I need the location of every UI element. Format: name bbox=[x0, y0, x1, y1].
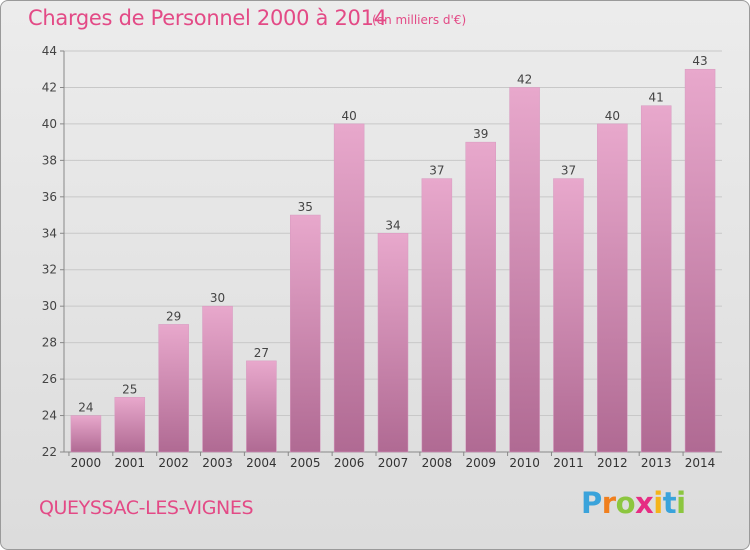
x-tick-label: 2012 bbox=[597, 456, 628, 470]
x-tick-label: 2002 bbox=[158, 456, 189, 470]
data-label: 39 bbox=[473, 127, 488, 141]
data-label: 40 bbox=[605, 109, 620, 123]
data-label: 34 bbox=[385, 218, 400, 232]
y-tick-label: 36 bbox=[42, 190, 57, 204]
bar bbox=[465, 141, 496, 453]
proxiti-logo[interactable]: Proxiti bbox=[581, 486, 686, 520]
x-tick-label: 2010 bbox=[509, 456, 540, 470]
data-label: 25 bbox=[122, 382, 137, 396]
bar bbox=[597, 123, 628, 453]
bar bbox=[553, 178, 584, 453]
commune-name: QUEYSSAC-LES-VIGNES bbox=[39, 497, 254, 519]
data-label: 35 bbox=[298, 200, 313, 214]
bar bbox=[202, 305, 233, 453]
chart-unit-subtitle: (en milliers d'€) bbox=[372, 13, 467, 27]
y-tick-label: 34 bbox=[42, 226, 57, 240]
y-tick-label: 40 bbox=[42, 117, 57, 131]
y-tick-label: 28 bbox=[42, 336, 57, 350]
data-label: 41 bbox=[649, 91, 664, 105]
y-tick-labels: 22 24 26 28 30 32 34 36 38 40 42 44 bbox=[42, 44, 57, 459]
bar bbox=[290, 214, 321, 453]
data-label: 43 bbox=[692, 54, 707, 68]
bar bbox=[509, 87, 540, 453]
x-tick-label: 2009 bbox=[465, 456, 496, 470]
data-labels: 24 25 29 30 27 35 40 34 37 39 42 37 40 41 43 bbox=[78, 54, 707, 414]
y-tick-label: 22 bbox=[42, 445, 57, 459]
data-label: 37 bbox=[429, 164, 444, 178]
bar bbox=[684, 68, 716, 453]
chart-title: Charges de Personnel 2000 à 2014 bbox=[28, 6, 387, 30]
x-tick-label: 2000 bbox=[71, 456, 102, 470]
bar bbox=[70, 415, 102, 453]
x-tick-label: 2013 bbox=[641, 456, 672, 470]
x-tick-label: 2001 bbox=[115, 456, 146, 470]
data-label: 37 bbox=[561, 164, 576, 178]
data-label: 27 bbox=[254, 346, 269, 360]
data-label: 42 bbox=[517, 72, 532, 86]
x-tick-label: 2007 bbox=[378, 456, 409, 470]
data-label: 29 bbox=[166, 309, 181, 323]
x-tick-label: 2005 bbox=[290, 456, 321, 470]
bar bbox=[158, 324, 189, 453]
bar bbox=[333, 123, 365, 453]
x-tick-label: 2006 bbox=[334, 456, 365, 470]
bar bbox=[246, 360, 277, 453]
bar bbox=[421, 178, 453, 453]
data-label: 24 bbox=[78, 401, 93, 415]
y-tick-label: 30 bbox=[42, 299, 57, 313]
y-tick-label: 44 bbox=[42, 44, 57, 58]
bar bbox=[377, 233, 409, 453]
x-tick-label: 2014 bbox=[685, 456, 716, 470]
x-tick-labels: 2000 2001 2002 2003 2004 2005 2006 2007 2008 2009… bbox=[71, 456, 716, 470]
bar bbox=[640, 105, 672, 453]
y-tick-label: 42 bbox=[42, 80, 57, 94]
x-tick-label: 2008 bbox=[422, 456, 453, 470]
x-tick-label: 2011 bbox=[553, 456, 584, 470]
y-tick-label: 32 bbox=[42, 263, 57, 277]
y-tick-label: 26 bbox=[42, 372, 57, 386]
bar bbox=[114, 397, 146, 453]
data-label: 30 bbox=[210, 291, 225, 305]
x-tick-label: 2004 bbox=[246, 456, 277, 470]
data-label: 40 bbox=[341, 109, 356, 123]
bars bbox=[70, 68, 716, 453]
x-tick-label: 2003 bbox=[202, 456, 233, 470]
y-tick-label: 38 bbox=[42, 153, 57, 167]
y-tick-label: 24 bbox=[42, 409, 57, 423]
